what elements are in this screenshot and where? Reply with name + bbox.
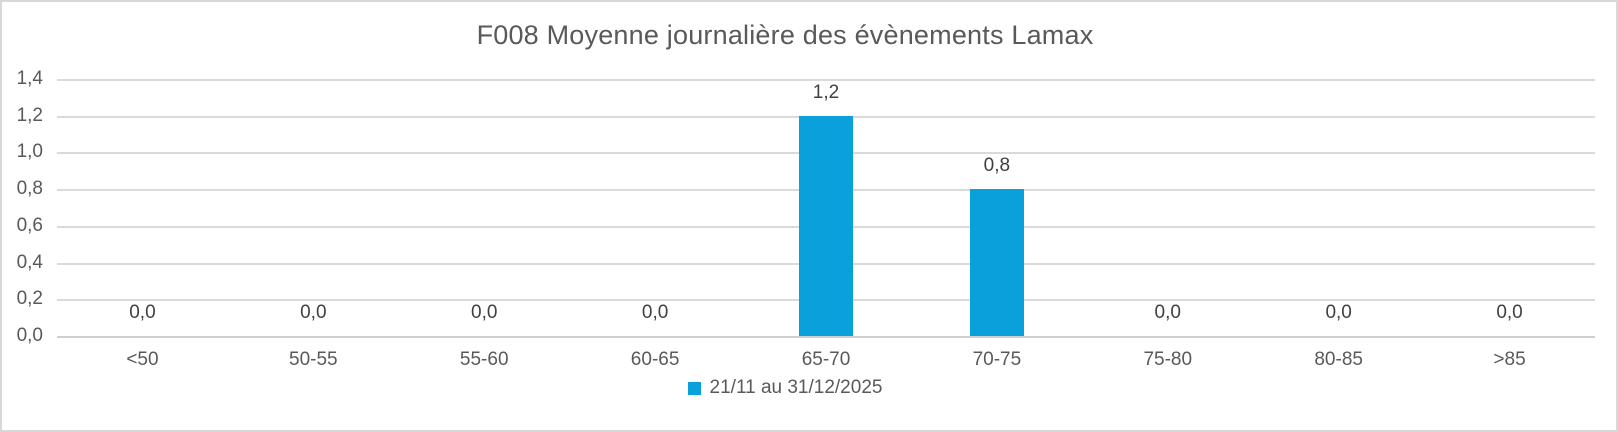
x-tick-label: 75-80 <box>1143 349 1193 370</box>
y-tick-label: 1,2 <box>16 104 43 126</box>
y-tick-label: 0,6 <box>16 214 43 236</box>
x-tick-label: 65-70 <box>801 349 851 370</box>
x-tick-label: 60-65 <box>630 349 680 370</box>
data-label: 0,0 <box>129 302 156 323</box>
legend[interactable]: 21/11 au 31/12/2025 <box>2 377 1616 399</box>
data-label: 0,0 <box>1496 302 1523 323</box>
legend-swatch-icon <box>687 381 701 395</box>
y-tick-label: 1,4 <box>16 68 43 89</box>
x-tick-label: <50 <box>126 349 159 370</box>
x-tick-label: 80-85 <box>1314 349 1363 370</box>
y-tick-label: 0,4 <box>16 251 43 273</box>
data-label: 1,2 <box>812 81 840 103</box>
gridline <box>57 79 1595 81</box>
x-axis-line <box>57 336 1595 338</box>
y-tick-label: 0,8 <box>16 178 43 200</box>
data-label: 0,8 <box>983 155 1011 177</box>
y-tick-label: 0,2 <box>16 288 43 310</box>
x-tick-label: >85 <box>1493 349 1526 370</box>
bar[interactable] <box>799 115 853 336</box>
bar[interactable] <box>969 189 1024 336</box>
x-tick-label: 70-75 <box>972 349 1022 370</box>
data-label: 0,0 <box>471 302 498 323</box>
legend-label: 21/11 au 31/12/2025 <box>709 377 883 398</box>
data-label: 0,0 <box>1154 302 1181 323</box>
plot-area: 0,0 0,2 0,4 0,6 0,8 1,0 1,2 1,4 0,0 <50 0,0 50-55 0,… <box>17 68 1595 370</box>
y-tick-label: 1,0 <box>16 141 43 163</box>
data-label: 0,0 <box>300 302 327 323</box>
data-label: 0,0 <box>641 302 669 323</box>
chart-title: F008 Moyenne journalière des évènements … <box>476 20 1094 50</box>
x-tick-label: 50-55 <box>289 349 338 370</box>
data-label: 0,0 <box>1325 302 1352 323</box>
y-tick-label: 0,0 <box>16 325 43 346</box>
x-tick-label: 55-60 <box>459 349 509 370</box>
